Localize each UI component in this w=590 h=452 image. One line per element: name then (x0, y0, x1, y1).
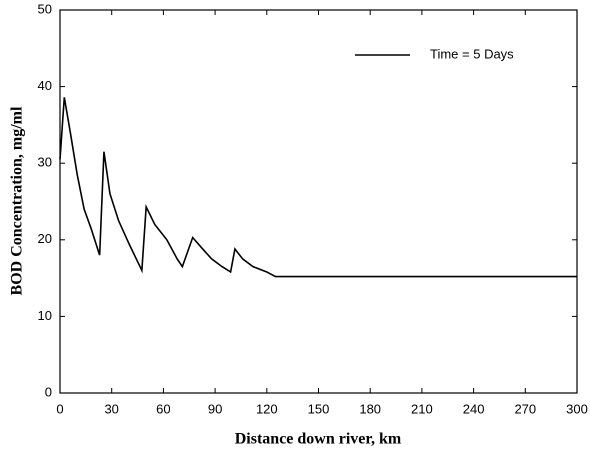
data-line (59, 97, 577, 278)
x-axis-label: Distance down river, km (235, 431, 402, 448)
y-tick-label: 40 (38, 78, 52, 93)
x-tick-label: 240 (463, 401, 485, 416)
x-tick-label: 120 (256, 401, 278, 416)
x-tick-label: 270 (514, 401, 536, 416)
x-tick-label: 30 (104, 401, 118, 416)
y-tick-label: 10 (38, 308, 52, 323)
x-tick-label: 150 (308, 401, 330, 416)
y-tick-label: 30 (38, 155, 52, 170)
y-tick-label: 0 (45, 384, 52, 399)
x-tick-label: 300 (566, 401, 588, 416)
y-tick-label: 50 (38, 1, 52, 16)
x-tick-label: 90 (208, 401, 222, 416)
x-tick-label: 60 (156, 401, 170, 416)
legend-label: Time = 5 Days (430, 46, 514, 61)
x-tick-label: 210 (411, 401, 433, 416)
y-axis-label: BOD Concentration, mg/ml (9, 106, 26, 295)
y-tick-label: 20 (38, 231, 52, 246)
x-tick-label: 0 (56, 401, 63, 416)
plot-frame (59, 9, 578, 394)
x-tick-label: 180 (359, 401, 381, 416)
